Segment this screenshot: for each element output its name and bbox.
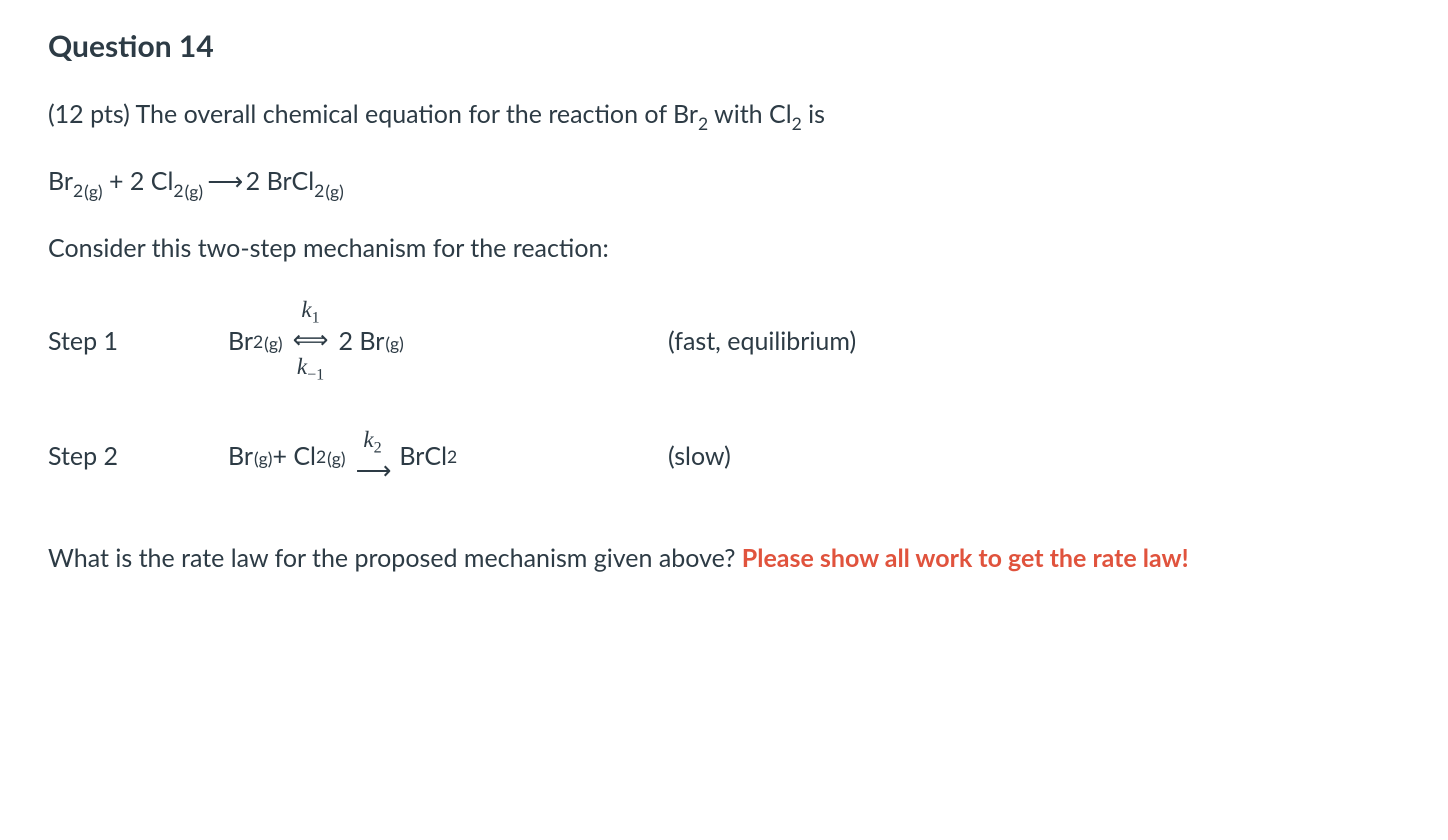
step2-plus: + Cl <box>272 441 316 471</box>
final-question-emphasis: Please show all work to get the rate law… <box>742 543 1189 573</box>
intro-text-3: is <box>802 99 825 129</box>
step-2-row: Step 2 Br (g) + Cl2(g) k2 ⟶ BrCl2 (slow) <box>48 428 1400 484</box>
step1-lhs-sub: 2 <box>253 331 263 352</box>
step1-kf-sym: k <box>301 297 311 322</box>
eq-lhs1: Br <box>48 166 73 196</box>
eq-lhs1-sub: 2 <box>73 180 83 201</box>
step-2-label: Step 2 <box>48 441 228 471</box>
eq-rhs-sub: 2 <box>314 180 324 201</box>
eq-arrow: ⟶ <box>203 166 246 196</box>
eq-lhs2-state: (g) <box>185 181 203 202</box>
step2-rhs: BrCl <box>399 441 447 471</box>
equilibrium-arrow-icon: ⟺ <box>293 328 329 353</box>
step-1-row: Step 1 Br2(g) k1 ⟺ k−1 2 Br (g) (fast, e… <box>48 298 1400 384</box>
intro-sub-1: 2 <box>698 113 708 134</box>
mechanism-steps: Step 1 Br2(g) k1 ⟺ k−1 2 Br (g) (fast, e… <box>48 298 1400 484</box>
step-2-equation: Br (g) + Cl2(g) k2 ⟶ BrCl2 <box>228 428 668 484</box>
eq-lhs1-state: (g) <box>84 181 102 202</box>
step2-k: k2 <box>363 428 381 457</box>
eq-rhs-state: (g) <box>325 181 343 202</box>
question-title: Question 14 <box>48 28 1400 64</box>
step2-rhs-sub: 2 <box>447 446 457 467</box>
step1-kf-sub: 1 <box>312 309 320 326</box>
step2-lhs1: Br <box>228 441 253 471</box>
step1-rhs-state: (g) <box>385 333 403 354</box>
step1-lhs: Br <box>228 326 253 356</box>
question-container: Question 14 (12 pts) The overall chemica… <box>0 0 1448 578</box>
eq-lhs2-sub: 2 <box>173 180 183 201</box>
step1-lhs-state: (g) <box>264 333 282 354</box>
step2-k-sym: k <box>363 427 373 452</box>
intro-text-2: with Cl <box>708 99 791 129</box>
step2-lhs1-state: (g) <box>254 448 272 469</box>
mechanism-intro: Consider this two-step mechanism for the… <box>48 230 1400 268</box>
intro-text-1: (12 pts) The overall chemical equation f… <box>48 99 698 129</box>
step2-arrow-box: k2 ⟶ <box>356 428 390 484</box>
step1-rhs: 2 Br <box>338 326 384 356</box>
step2-k-sub: 2 <box>374 440 382 457</box>
intro-sub-2: 2 <box>792 113 802 134</box>
step1-k-reverse: k−1 <box>297 355 324 384</box>
step-1-label: Step 1 <box>48 326 228 356</box>
step2-lhs2-sub: 2 <box>316 446 326 467</box>
step-1-equation: Br2(g) k1 ⟺ k−1 2 Br (g) <box>228 298 668 384</box>
intro-line: (12 pts) The overall chemical equation f… <box>48 96 1400 136</box>
final-question: What is the rate law for the proposed me… <box>48 538 1400 578</box>
forward-arrow-icon: ⟶ <box>356 459 390 484</box>
step1-arrow-box: k1 ⟺ k−1 <box>293 298 329 384</box>
step1-kr-sym: k <box>297 354 307 379</box>
final-question-plain: What is the rate law for the proposed me… <box>48 543 742 573</box>
step-2-note: (slow) <box>668 441 1400 471</box>
step2-lhs2-state: (g) <box>327 448 345 469</box>
step1-k-forward: k1 <box>301 298 319 327</box>
step-gap <box>48 384 1400 428</box>
overall-equation: Br2(g) + 2 Cl2(g) ⟶ 2 BrCl2(g) <box>48 166 1400 200</box>
eq-plus1: + 2 Cl <box>103 166 174 196</box>
step1-kr-sub: −1 <box>307 367 324 384</box>
eq-rhs: 2 BrCl <box>246 166 315 196</box>
step-1-note: (fast, equilibrium) <box>668 326 1400 356</box>
